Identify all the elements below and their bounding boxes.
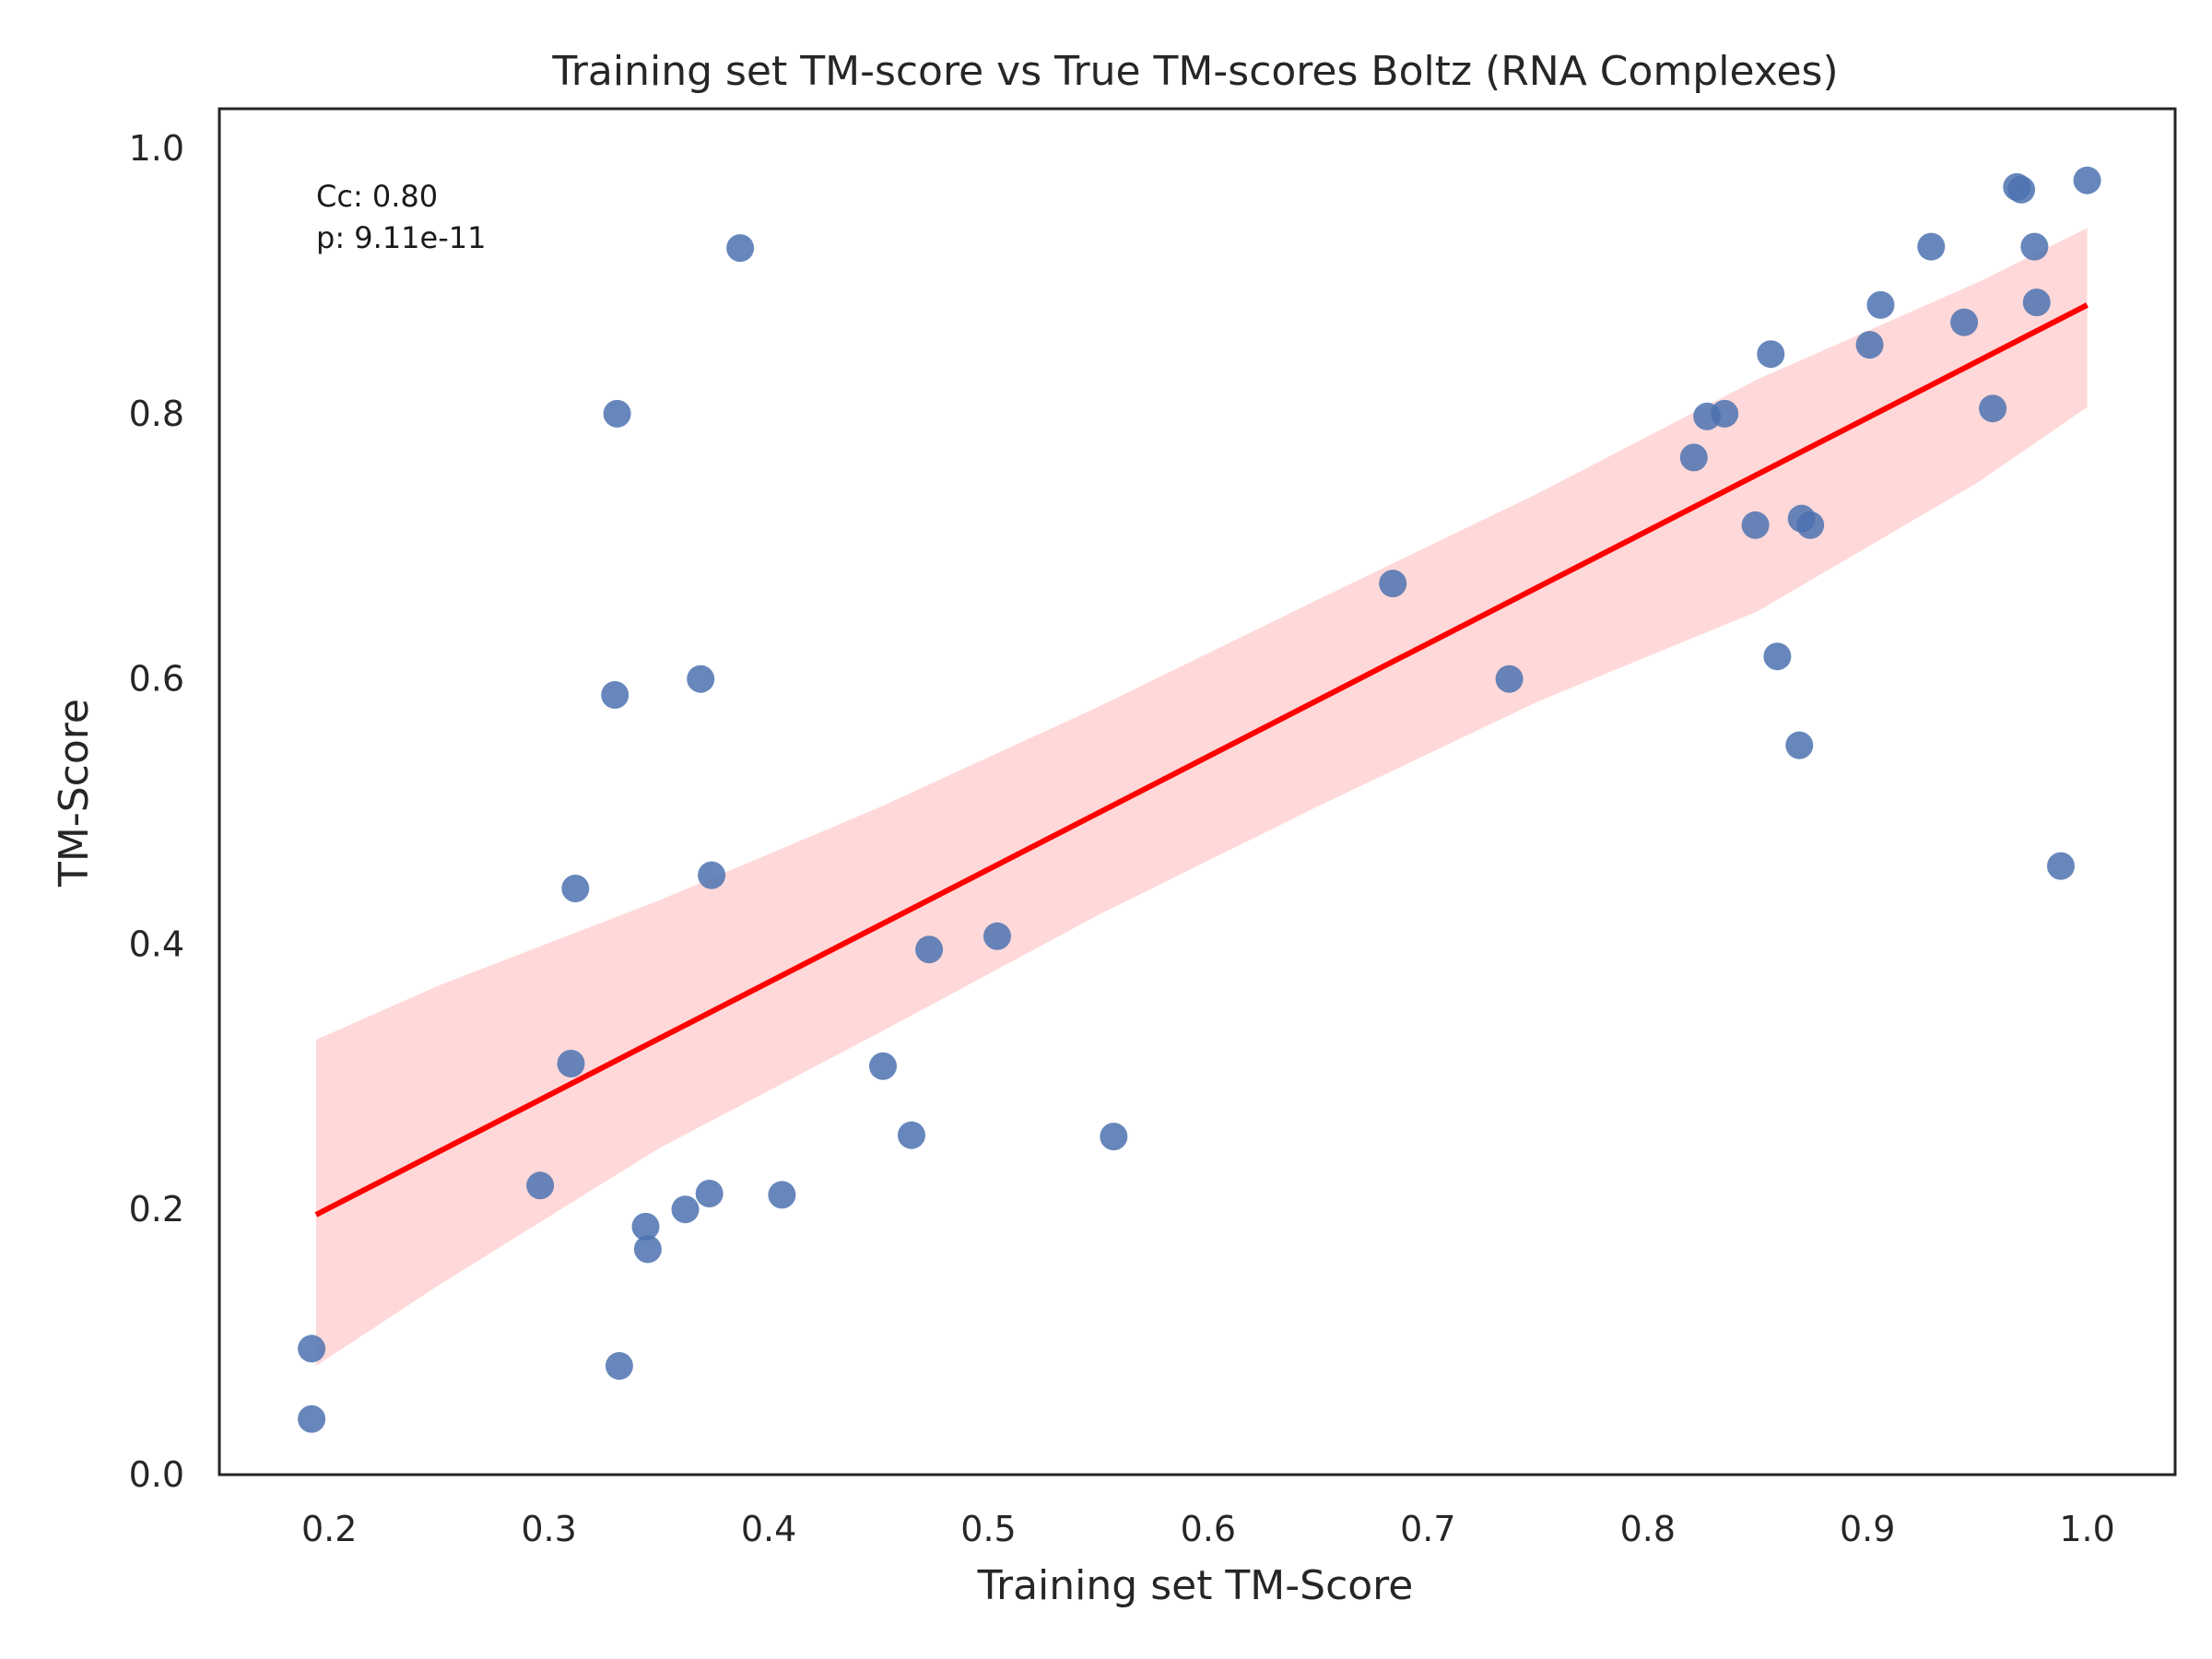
- data-point: [1757, 340, 1785, 369]
- data-point: [898, 1121, 925, 1149]
- data-point: [1950, 308, 1979, 336]
- data-point: [1855, 331, 1884, 359]
- data-point: [298, 1405, 326, 1433]
- data-point: [983, 922, 1011, 950]
- data-point: [1379, 570, 1407, 598]
- y-tick-label: 0.8: [129, 394, 184, 434]
- data-point: [631, 1212, 660, 1241]
- data-point: [1979, 394, 2007, 423]
- data-point: [869, 1052, 897, 1080]
- correlation-annotation: Cc: 0.80: [316, 179, 438, 214]
- regression-line: [314, 302, 2088, 1218]
- data-point: [2073, 166, 2101, 194]
- data-point: [915, 935, 944, 964]
- data-point: [2020, 232, 2049, 261]
- data-point: [695, 1180, 724, 1207]
- data-point: [633, 1235, 662, 1264]
- x-axis-ticks: 0.2 0.3 0.4 0.5 0.6 0.7 0.8 0.9 1.0: [301, 1509, 2115, 1549]
- data-point: [298, 1335, 326, 1363]
- y-tick-label: 0.4: [129, 924, 184, 965]
- x-tick-label: 1.0: [2059, 1509, 2114, 1549]
- y-tick-label: 1.0: [129, 128, 184, 169]
- data-point: [726, 234, 755, 263]
- x-tick-label: 0.4: [741, 1509, 796, 1549]
- data-point: [698, 861, 726, 889]
- data-point: [1763, 642, 1792, 671]
- x-tick-label: 0.3: [521, 1509, 576, 1549]
- confidence-band: [315, 228, 2088, 1366]
- data-point: [2047, 852, 2075, 880]
- data-point: [2007, 175, 2036, 204]
- data-point: [605, 1352, 633, 1380]
- x-axis-label: Training set TM-Score: [977, 1562, 1414, 1609]
- plot-area: [298, 166, 2101, 1433]
- p-value-annotation: p: 9.11e-11: [316, 220, 486, 255]
- plot-frame: [218, 107, 2177, 1477]
- x-tick-label: 0.8: [1620, 1509, 1676, 1549]
- data-point: [603, 399, 631, 428]
- data-point: [561, 875, 590, 902]
- data-point: [1866, 290, 1895, 319]
- data-point: [557, 1050, 585, 1077]
- y-tick-label: 0.6: [129, 659, 184, 700]
- y-tick-label: 0.2: [129, 1189, 184, 1230]
- point-layer: [298, 166, 2101, 1433]
- data-point: [1917, 232, 1946, 261]
- regression-line-layer: [314, 302, 2088, 1218]
- y-axis-label: TM-Score: [51, 699, 98, 888]
- x-tick-label: 0.2: [301, 1509, 357, 1549]
- data-point: [1796, 511, 1825, 539]
- data-point: [1741, 511, 1770, 539]
- x-tick-label: 0.5: [960, 1509, 1016, 1549]
- x-tick-label: 0.7: [1400, 1509, 1455, 1549]
- confidence-band-layer: [315, 228, 2088, 1366]
- x-tick-label: 0.6: [1181, 1509, 1236, 1549]
- data-point: [768, 1181, 796, 1209]
- x-tick-label: 0.9: [1840, 1509, 1895, 1549]
- data-point: [1679, 443, 1708, 472]
- y-axis-ticks: 0.0 0.2 0.4 0.6 0.8 1.0: [129, 128, 184, 1495]
- data-point: [2022, 288, 2051, 317]
- data-point: [1100, 1123, 1128, 1151]
- data-point: [601, 681, 629, 709]
- data-point: [526, 1171, 555, 1200]
- y-tick-label: 0.0: [129, 1454, 184, 1495]
- data-point: [687, 665, 715, 693]
- chart-title: Training set TM-score vs True TM-scores …: [551, 48, 1838, 95]
- data-point: [1711, 399, 1739, 428]
- data-point: [1495, 665, 1524, 693]
- data-point: [1785, 731, 1814, 759]
- data-point: [671, 1195, 700, 1224]
